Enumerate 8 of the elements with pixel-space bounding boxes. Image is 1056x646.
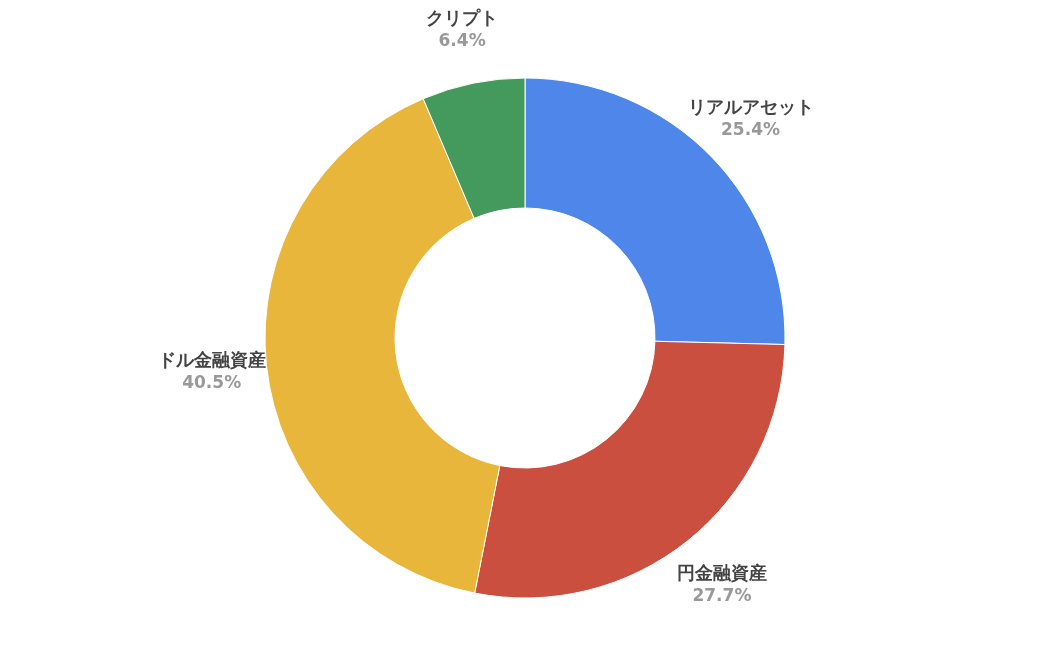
slice-label: リアルアセット [687, 96, 814, 118]
data-label: 27.7% [692, 584, 752, 605]
data-label: 40.5% [182, 371, 242, 392]
slice-label: 円金融資産 [676, 561, 767, 583]
data-label: 25.4% [721, 119, 781, 140]
data-label: 6.4% [438, 30, 486, 51]
slice-label: ドル金融資産 [157, 348, 266, 370]
slice-label: クリプト [426, 7, 499, 29]
